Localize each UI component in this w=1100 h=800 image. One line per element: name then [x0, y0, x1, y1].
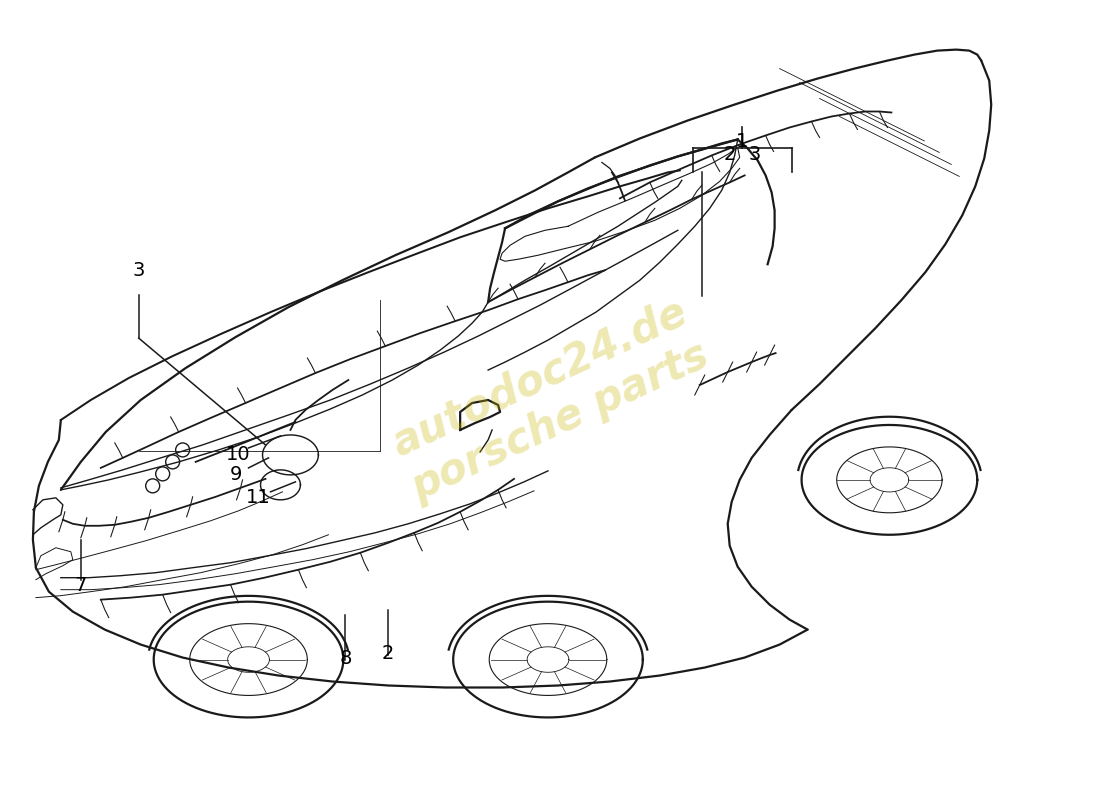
Text: 10: 10	[227, 446, 251, 465]
Text: autodoc24.de
porsche parts: autodoc24.de porsche parts	[384, 290, 716, 510]
Text: 7: 7	[75, 576, 87, 594]
Text: 11: 11	[246, 488, 271, 507]
Text: 2: 2	[382, 643, 395, 662]
Text: 3: 3	[132, 262, 145, 280]
Text: 8: 8	[339, 649, 352, 667]
Text: 9: 9	[230, 466, 242, 484]
Text: 1: 1	[736, 132, 748, 151]
Text: 2  3: 2 3	[724, 146, 761, 165]
